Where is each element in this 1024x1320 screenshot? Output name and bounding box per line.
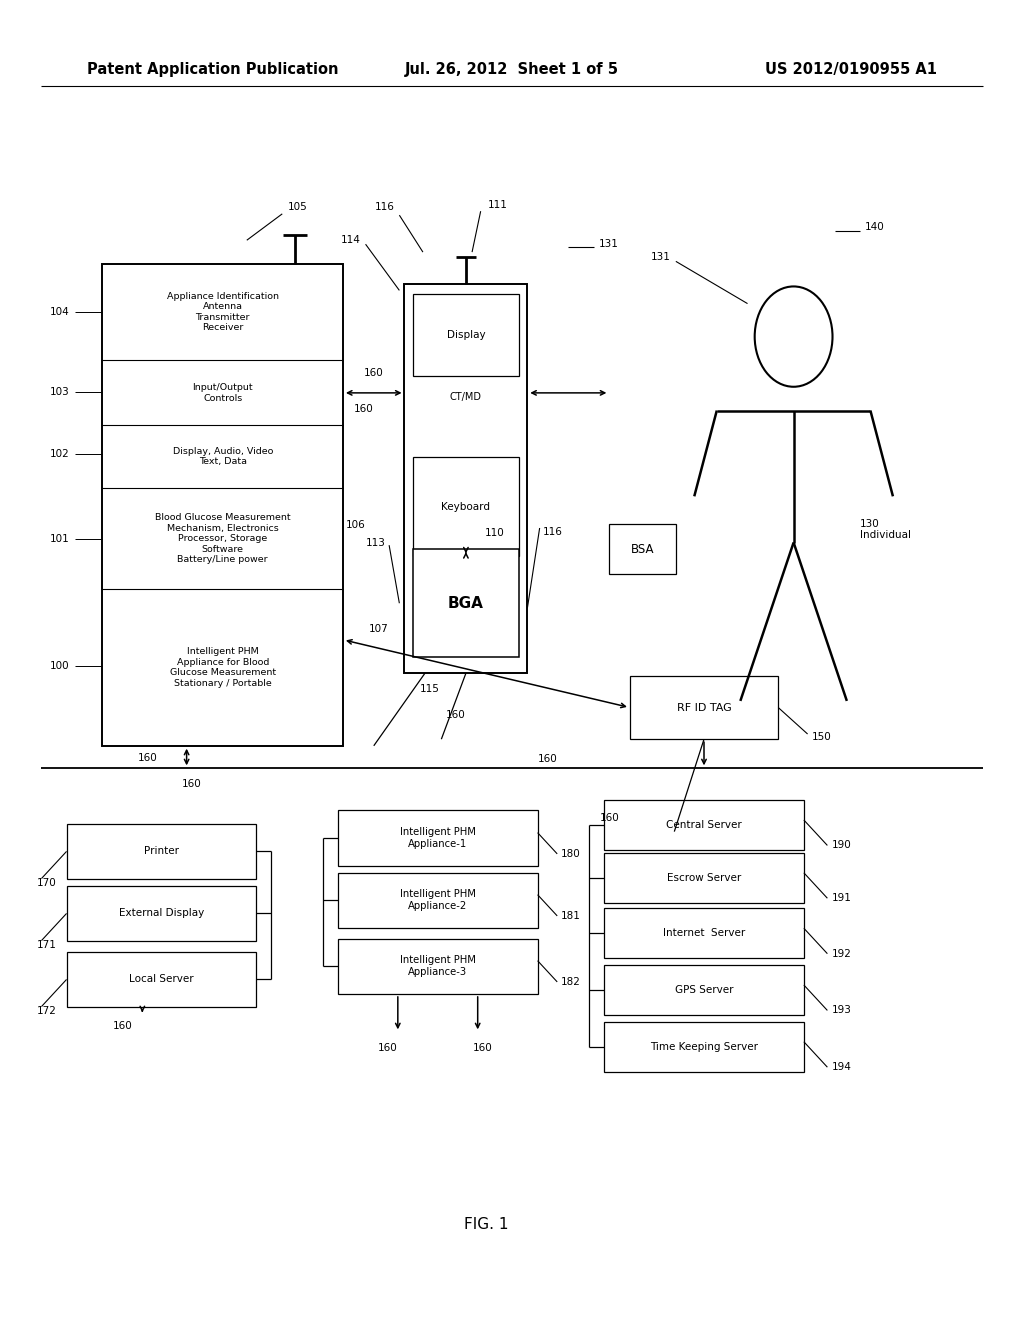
Text: 193: 193 (831, 1006, 851, 1015)
Text: 131: 131 (599, 239, 618, 249)
Text: 107: 107 (369, 624, 388, 634)
Bar (67, 886, 256, 941)
Text: Intelligent PHM
Appliance-2: Intelligent PHM Appliance-2 (399, 890, 476, 911)
Text: 160: 160 (364, 368, 384, 378)
Text: Blood Glucose Measurement
Mechanism, Electronics
Processor, Storage
Software
Bat: Blood Glucose Measurement Mechanism, Ele… (155, 513, 291, 564)
Text: 190: 190 (831, 841, 851, 850)
Text: RF ID TAG: RF ID TAG (677, 702, 731, 713)
Bar (338, 810, 538, 866)
Text: 101: 101 (50, 533, 70, 544)
Bar (102, 264, 343, 746)
Text: 182: 182 (561, 977, 582, 987)
Text: BGA: BGA (447, 595, 484, 611)
Text: 105: 105 (288, 202, 307, 213)
Text: Local Server: Local Server (129, 974, 194, 985)
Bar (604, 908, 804, 958)
Text: Time Keeping Server: Time Keeping Server (650, 1041, 758, 1052)
Text: 160: 160 (473, 1043, 493, 1053)
Text: Escrow Server: Escrow Server (667, 873, 741, 883)
Text: 172: 172 (36, 1006, 56, 1015)
Text: Printer: Printer (143, 846, 179, 857)
Text: 150: 150 (812, 731, 831, 742)
Text: Jul. 26, 2012  Sheet 1 of 5: Jul. 26, 2012 Sheet 1 of 5 (406, 62, 618, 77)
Text: Display, Audio, Video
Text, Data: Display, Audio, Video Text, Data (172, 447, 273, 466)
Text: 103: 103 (50, 387, 70, 397)
Text: 104: 104 (50, 308, 70, 317)
Text: 160: 160 (182, 779, 202, 789)
Text: 130
Individual: 130 Individual (860, 519, 911, 540)
Text: 110: 110 (484, 528, 504, 539)
Text: 140: 140 (865, 222, 885, 232)
Text: 113: 113 (367, 537, 386, 548)
Text: 102: 102 (50, 449, 70, 459)
Text: 171: 171 (36, 940, 56, 949)
Text: 160: 160 (353, 404, 374, 413)
Text: 160: 160 (538, 754, 558, 764)
Bar (404, 284, 527, 673)
Bar (604, 853, 804, 903)
Bar (630, 676, 778, 739)
Text: 115: 115 (420, 684, 439, 694)
Bar (338, 939, 538, 994)
Bar (338, 873, 538, 928)
Bar (67, 952, 256, 1007)
Bar (413, 294, 519, 376)
Bar (67, 824, 256, 879)
Bar (604, 800, 804, 850)
Bar (604, 965, 804, 1015)
Text: Intelligent PHM
Appliance for Blood
Glucose Measurement
Stationary / Portable: Intelligent PHM Appliance for Blood Gluc… (170, 647, 275, 688)
Bar (413, 458, 519, 557)
Text: Intelligent PHM
Appliance-1: Intelligent PHM Appliance-1 (399, 828, 476, 849)
Text: Appliance Identification
Antenna
Transmitter
Receiver: Appliance Identification Antenna Transmi… (167, 292, 279, 333)
Text: 100: 100 (50, 661, 70, 672)
Text: 160: 160 (378, 1043, 397, 1053)
Text: GPS Server: GPS Server (675, 985, 733, 995)
Text: 106: 106 (346, 520, 366, 531)
Text: 180: 180 (561, 849, 581, 859)
Bar (609, 524, 676, 574)
Text: 192: 192 (831, 949, 851, 958)
Text: 170: 170 (36, 878, 56, 887)
Text: 181: 181 (561, 911, 582, 921)
Text: 160: 160 (599, 813, 620, 824)
Text: 194: 194 (831, 1063, 851, 1072)
Text: BSA: BSA (631, 543, 654, 556)
Text: 116: 116 (375, 202, 394, 213)
Bar (413, 549, 519, 657)
Text: Display: Display (446, 330, 485, 341)
Bar (604, 1022, 804, 1072)
Text: US 2012/0190955 A1: US 2012/0190955 A1 (765, 62, 937, 77)
Text: 160: 160 (445, 710, 466, 721)
Text: 160: 160 (138, 752, 158, 763)
Text: 114: 114 (341, 235, 360, 246)
Text: Intelligent PHM
Appliance-3: Intelligent PHM Appliance-3 (399, 956, 476, 977)
Text: 160: 160 (113, 1020, 132, 1031)
Text: Internet  Server: Internet Server (663, 928, 745, 939)
Text: FIG. 1: FIG. 1 (464, 1217, 509, 1233)
Text: Keyboard: Keyboard (441, 502, 490, 512)
Text: Central Server: Central Server (667, 820, 741, 830)
Text: 191: 191 (831, 894, 851, 903)
Text: External Display: External Display (119, 908, 204, 919)
Text: 111: 111 (488, 199, 508, 210)
Text: Patent Application Publication: Patent Application Publication (87, 62, 339, 77)
Text: CT/MD: CT/MD (450, 392, 482, 403)
Text: Input/Output
Controls: Input/Output Controls (193, 383, 253, 403)
Text: 116: 116 (543, 527, 562, 537)
Text: 131: 131 (651, 252, 671, 263)
